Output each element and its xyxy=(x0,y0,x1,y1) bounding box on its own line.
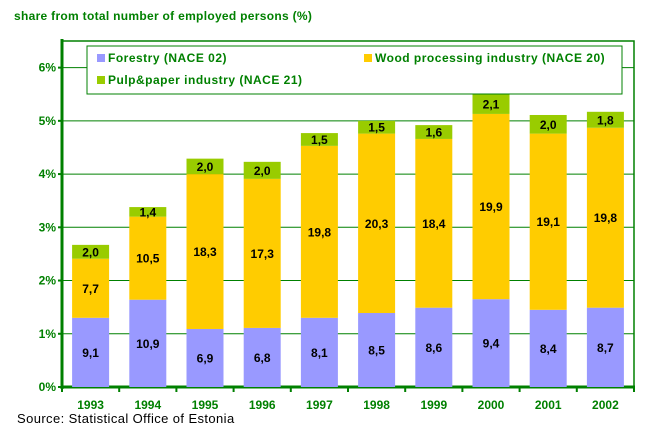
data-label: 19,8 xyxy=(308,225,332,239)
bar-segment-forestry xyxy=(129,299,167,387)
legend-label: Forestry (NACE 02) xyxy=(108,51,227,65)
data-label: 2,0 xyxy=(82,245,99,259)
data-label: 20,3 xyxy=(365,217,389,231)
bar-segment-wood xyxy=(358,133,396,314)
legend-label: Wood processing industry (NACE 20) xyxy=(375,51,605,65)
x-tick-label: 2000 xyxy=(478,398,505,412)
y-tick-label: 0% xyxy=(39,380,57,394)
data-label: 17,3 xyxy=(251,247,275,261)
data-label: 2,0 xyxy=(254,164,271,178)
x-tick-label: 1996 xyxy=(249,398,276,412)
data-label: 2,0 xyxy=(197,160,214,174)
legend-swatch xyxy=(364,54,372,62)
y-tick-label: 5% xyxy=(39,114,57,128)
bar-segment-forestry xyxy=(243,327,281,387)
data-label: 1,8 xyxy=(597,113,614,127)
bar-segment-wood xyxy=(586,127,624,308)
bar-segment-pulp xyxy=(72,244,110,259)
data-label: 7,7 xyxy=(82,282,99,296)
bar-segment-forestry xyxy=(186,328,224,387)
x-tick-label: 1997 xyxy=(306,398,333,412)
bar-segment-forestry xyxy=(300,317,338,387)
data-label: 18,4 xyxy=(422,217,446,231)
x-tick-label: 1999 xyxy=(420,398,447,412)
bar-segment-forestry xyxy=(72,317,110,387)
bar-segment-wood xyxy=(529,133,567,310)
legend xyxy=(86,45,623,95)
bar-segment-wood xyxy=(415,138,453,308)
bar-segment-wood xyxy=(72,258,110,318)
x-tick-label: 1995 xyxy=(192,398,219,412)
bar-segment-pulp xyxy=(300,133,338,146)
bar-segment-pulp xyxy=(415,125,453,139)
bar-segment-pulp xyxy=(472,93,510,114)
bar-segment-pulp xyxy=(529,114,567,134)
legend-swatch xyxy=(97,76,105,84)
y-tick-label: 2% xyxy=(39,274,57,288)
bar-segment-pulp xyxy=(586,111,624,128)
data-label: 8,6 xyxy=(425,341,442,355)
chart-title: share from total number of employed pers… xyxy=(14,9,313,23)
x-tick-label: 1994 xyxy=(134,398,161,412)
legend-swatch xyxy=(97,54,105,62)
data-label: 9,1 xyxy=(82,346,99,360)
bar-segment-forestry xyxy=(529,309,567,387)
x-tick-label: 1998 xyxy=(363,398,390,412)
data-label: 10,9 xyxy=(136,337,160,351)
x-tick-label: 2002 xyxy=(592,398,619,412)
x-tick-label: 1993 xyxy=(77,398,104,412)
bar-segment-wood xyxy=(186,174,224,329)
bar-segment-forestry xyxy=(586,307,624,387)
bar-segment-wood xyxy=(129,216,167,300)
data-label: 8,4 xyxy=(540,342,557,356)
data-label: 1,4 xyxy=(139,205,156,219)
data-label: 2,1 xyxy=(483,97,500,111)
data-label: 8,7 xyxy=(597,341,614,355)
bar-segment-pulp xyxy=(186,158,224,175)
legend-label: Pulp&paper industry (NACE 21) xyxy=(108,73,303,87)
data-label: 1,6 xyxy=(425,126,442,140)
data-label: 1,5 xyxy=(368,121,385,135)
y-tick-label: 3% xyxy=(39,220,57,234)
bar-segment-wood xyxy=(300,145,338,318)
data-label: 6,9 xyxy=(197,351,214,365)
bar-segment-forestry xyxy=(472,299,510,387)
bar-segment-wood xyxy=(243,178,281,328)
bar-segment-pulp xyxy=(358,120,396,134)
y-tick-label: 4% xyxy=(39,167,57,181)
bar-segment-forestry xyxy=(358,313,396,387)
data-label: 8,5 xyxy=(368,344,385,358)
data-label: 8,1 xyxy=(311,346,328,360)
data-label: 10,5 xyxy=(136,252,160,266)
data-label: 19,9 xyxy=(479,200,503,214)
bar-segment-pulp xyxy=(243,161,281,179)
bar-segment-pulp xyxy=(129,207,167,217)
y-tick-label: 6% xyxy=(39,61,57,75)
x-tick-label: 2001 xyxy=(535,398,562,412)
data-label: 19,1 xyxy=(537,215,561,229)
data-label: 19,8 xyxy=(594,211,618,225)
y-tick-label: 1% xyxy=(39,327,57,341)
data-label: 1,5 xyxy=(311,133,328,147)
bar-segment-forestry xyxy=(415,307,453,387)
bar-segment-wood xyxy=(472,113,510,300)
source-note: Source: Statistical Office of Estonia xyxy=(17,411,235,426)
data-label: 6,8 xyxy=(254,351,271,365)
data-label: 2,0 xyxy=(540,118,557,132)
data-label: 18,3 xyxy=(193,245,217,259)
data-label: 9,4 xyxy=(483,337,500,351)
